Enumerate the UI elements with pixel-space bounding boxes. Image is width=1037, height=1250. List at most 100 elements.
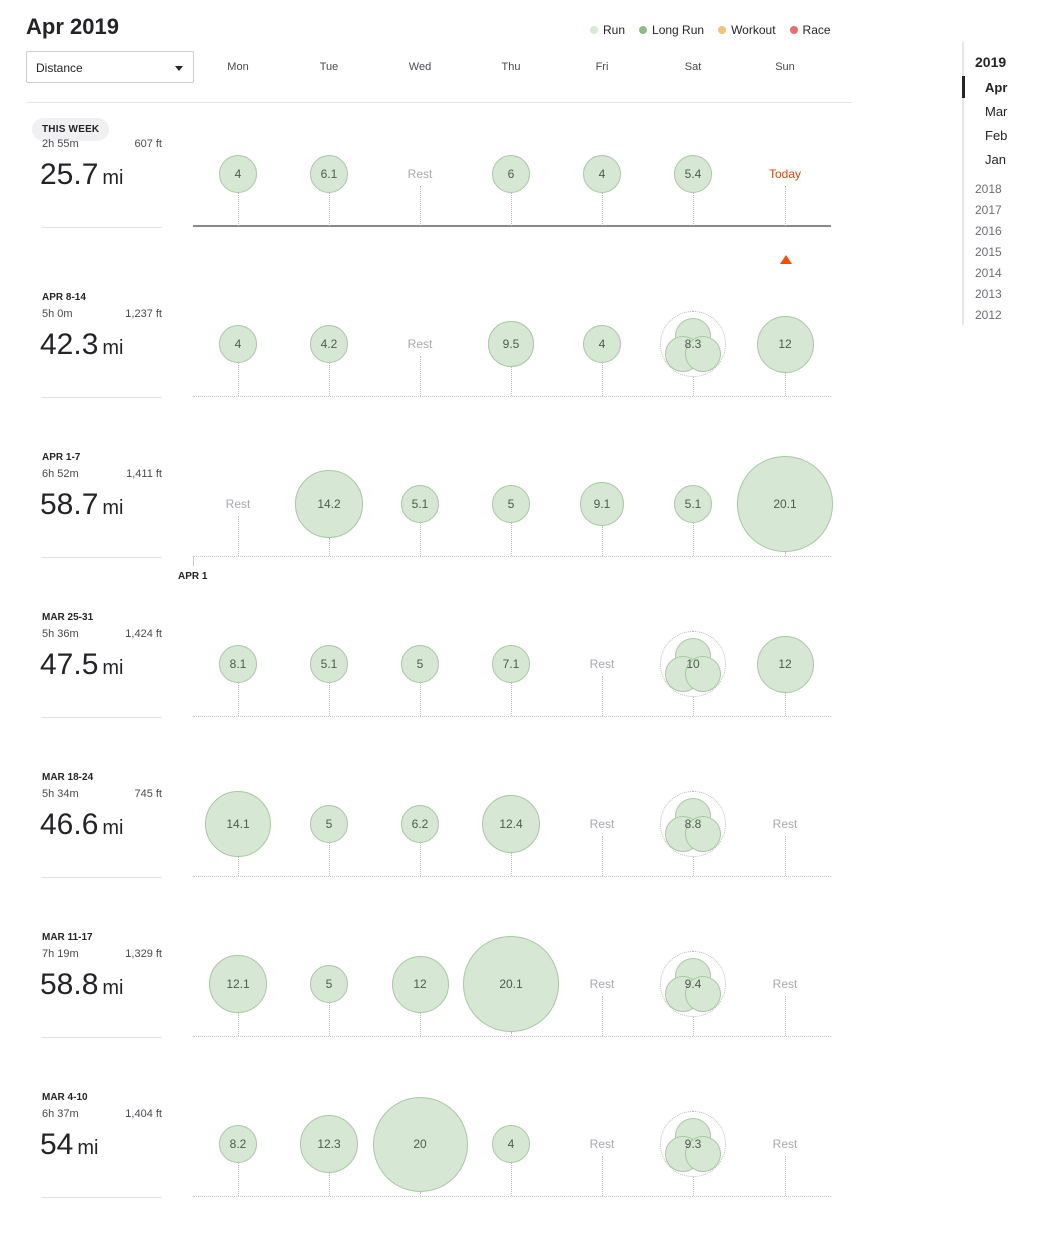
activity-bubble[interactable]: [310, 155, 348, 193]
week-elevation: 1,411 ft: [126, 468, 162, 480]
activity-bubble[interactable]: [219, 325, 257, 363]
day-header-fri: Fri: [595, 61, 609, 73]
metric-select-value: Distance: [36, 61, 83, 75]
activity-bubble[interactable]: [310, 325, 348, 363]
activity-bubble[interactable]: [218, 1124, 258, 1164]
day-stem: [785, 186, 786, 226]
day-distance-label: 7.1: [502, 657, 520, 671]
activity-bubble[interactable]: [492, 485, 530, 523]
day-stem: [329, 1173, 330, 1196]
activity-bubble[interactable]: [310, 645, 348, 683]
timeline-year-2013[interactable]: 2013: [975, 287, 1002, 301]
multi-activity-ring: [660, 311, 726, 377]
day-distance-label: 8.1: [229, 657, 247, 671]
activity-bubble[interactable]: [685, 976, 721, 1012]
activity-bubble[interactable]: [737, 456, 833, 552]
activity-bubble[interactable]: [463, 936, 559, 1032]
activity-bubble[interactable]: [492, 1125, 530, 1163]
legend-swatch-icon: [789, 26, 798, 34]
activity-bubble[interactable]: [583, 155, 621, 193]
day-distance-label: 8.8: [684, 817, 702, 831]
week-elevation: 1,329 ft: [125, 948, 162, 960]
day-distance-label: 4: [598, 337, 606, 351]
month-marker: APR 1: [178, 571, 208, 582]
week-elevation: 1,237 ft: [125, 308, 162, 320]
week-row[interactable]: MAR 11-17 7h 19m 1,329 ft 58.8 mi 12.1 5 12 20.1…: [0, 930, 860, 1090]
activity-bubble[interactable]: [310, 805, 348, 843]
day-distance-label: 5: [507, 497, 515, 511]
activity-bubble[interactable]: [685, 656, 721, 692]
activity-bubble[interactable]: [310, 965, 348, 1003]
day-distance-label: 12: [413, 977, 427, 991]
activity-bubble[interactable]: [492, 155, 530, 193]
day-distance-label: 4: [507, 1137, 515, 1151]
timeline-year-2012[interactable]: 2012: [975, 308, 1002, 322]
activity-bubble[interactable]: [401, 645, 439, 683]
week-row[interactable]: APR 8-14 5h 0m 1,237 ft 42.3 mi 4 4.2 Rest 9.5 4 8…: [0, 290, 860, 450]
week-row[interactable]: APR 1-7 6h 52m 1,411 ft 58.7 mi Rest 14.2 5.1 5 9…: [0, 450, 860, 610]
metric-select[interactable]: Distance: [26, 51, 194, 83]
week-row-current[interactable]: THIS WEEK 2h 55m 607 ft 25.7 mi 4 6.1 Rest 6 4 5.4…: [0, 118, 860, 280]
week-baseline: [193, 716, 831, 717]
timeline-month-apr[interactable]: Apr: [985, 80, 1008, 95]
day-distance-label: 12: [778, 337, 792, 351]
day-header-tue: Tue: [319, 61, 339, 73]
activity-bubble[interactable]: [391, 955, 449, 1013]
activity-bubble[interactable]: [583, 325, 621, 363]
activity-bubble[interactable]: [401, 805, 439, 843]
activity-bubble[interactable]: [492, 645, 530, 683]
activity-bubble[interactable]: [674, 485, 712, 523]
activity-bubble[interactable]: [685, 1136, 721, 1172]
activity-bubble[interactable]: [685, 336, 721, 372]
activity-bubble[interactable]: [580, 482, 624, 526]
day-stem: [511, 366, 512, 396]
timeline-month-mar[interactable]: Mar: [985, 104, 1008, 119]
legend-label: Race: [802, 23, 831, 37]
activity-bubble[interactable]: [481, 794, 541, 854]
activity-bubble[interactable]: [685, 816, 721, 852]
day-header-sat: Sat: [684, 61, 702, 73]
week-range-label: MAR 4-10: [42, 1092, 88, 1103]
week-row[interactable]: MAR 4-10 6h 37m 1,404 ft 54 mi 8.2 12.3 20 4 Rest…: [0, 1090, 860, 1250]
day-stem: [238, 193, 239, 226]
week-total-distance: 42.3 mi: [40, 328, 124, 362]
day-stem: [238, 1163, 239, 1196]
activity-bubble[interactable]: [674, 155, 712, 193]
timeline-year-2018[interactable]: 2018: [975, 182, 1002, 196]
activity-bubble[interactable]: [401, 485, 439, 523]
timeline-month-feb[interactable]: Feb: [985, 128, 1008, 143]
timeline-year-2015[interactable]: 2015: [975, 245, 1002, 259]
week-total-value: 46.6: [40, 808, 99, 841]
timeline-year-2014[interactable]: 2014: [975, 266, 1002, 280]
day-distance-label: 6.1: [320, 167, 338, 181]
activity-bubble[interactable]: [218, 644, 258, 684]
day-stem: [785, 996, 786, 1036]
activity-bubble[interactable]: [295, 470, 363, 538]
week-moving-time: 6h 37m: [42, 1108, 79, 1120]
timeline-current-year[interactable]: 2019: [975, 54, 1007, 70]
activity-bubble[interactable]: [219, 155, 257, 193]
timeline-year-2017[interactable]: 2017: [975, 203, 1002, 217]
day-stem: [511, 193, 512, 226]
activity-bubble[interactable]: [209, 955, 267, 1013]
activity-bubble[interactable]: [756, 315, 814, 373]
day-stem: [602, 836, 603, 876]
week-row[interactable]: MAR 18-24 5h 34m 745 ft 46.6 mi 14.1 5 6.2 12.4 R…: [0, 770, 860, 930]
timeline-month-jan[interactable]: Jan: [985, 152, 1006, 167]
legend-label: Workout: [731, 23, 776, 37]
day-stem: [602, 525, 603, 556]
week-row[interactable]: MAR 25-31 5h 36m 1,424 ft 47.5 mi 8.1 5.1 5 7.1 R…: [0, 610, 860, 770]
activity-bubble[interactable]: [372, 1096, 468, 1192]
activity-bubble[interactable]: [299, 1114, 359, 1174]
day-stem: [420, 356, 421, 396]
day-stem: [693, 1177, 694, 1196]
activity-bubble[interactable]: [756, 635, 814, 693]
day-distance-label: 12.1: [226, 977, 250, 991]
activity-bubble[interactable]: [488, 321, 534, 367]
legend: Run Long Run Workout Race: [590, 23, 831, 37]
day-stem: [420, 523, 421, 556]
day-distance-label: 9.3: [684, 1137, 702, 1151]
week-baseline: [193, 1036, 831, 1037]
activity-bubble[interactable]: [204, 790, 272, 858]
timeline-year-2016[interactable]: 2016: [975, 224, 1002, 238]
